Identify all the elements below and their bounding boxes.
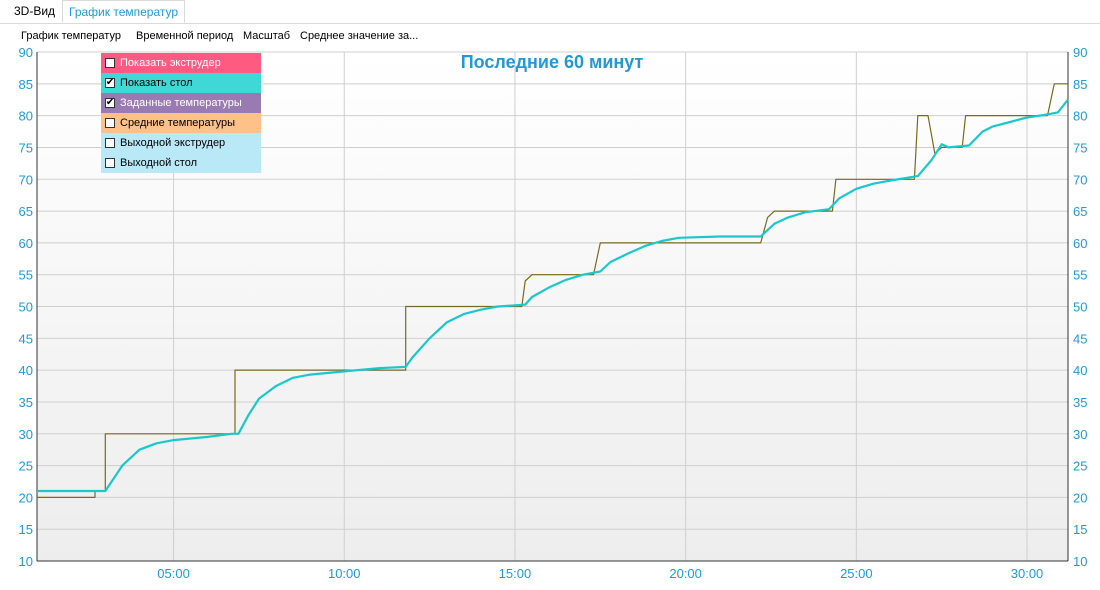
legend-label: Показать экструдер bbox=[120, 57, 221, 69]
checkbox-show-bed[interactable]: ✔ bbox=[105, 77, 115, 88]
y-tick-label-right: 60 bbox=[1073, 236, 1087, 251]
y-tick-label-left: 85 bbox=[19, 77, 33, 92]
y-tick-label-right: 65 bbox=[1073, 204, 1087, 219]
tab-3d-view[interactable]: 3D-Вид bbox=[14, 4, 56, 18]
y-tick-label-left: 90 bbox=[19, 46, 33, 60]
checkbox-output-bed[interactable] bbox=[105, 158, 115, 168]
y-tick-label-right: 35 bbox=[1073, 395, 1087, 410]
checkbox-show-extruder[interactable] bbox=[105, 58, 115, 68]
y-tick-label-right: 85 bbox=[1073, 77, 1087, 92]
y-tick-label-left: 10 bbox=[19, 554, 33, 569]
legend-label: Выходной экструдер bbox=[120, 137, 226, 149]
y-tick-label-left: 40 bbox=[19, 363, 33, 378]
y-tick-label-right: 30 bbox=[1073, 427, 1087, 442]
y-tick-label-right: 25 bbox=[1073, 459, 1087, 474]
y-tick-label-right: 50 bbox=[1073, 300, 1087, 315]
legend-item-show-extruder[interactable]: Показать экструдер bbox=[101, 53, 261, 73]
y-tick-label-left: 80 bbox=[19, 109, 33, 124]
y-tick-label-left: 20 bbox=[19, 490, 33, 505]
y-tick-label-right: 70 bbox=[1073, 172, 1087, 187]
y-tick-label-left: 50 bbox=[19, 300, 33, 315]
legend-item-average-temperatures[interactable]: Средние температуры bbox=[101, 113, 261, 133]
y-tick-label-left: 15 bbox=[19, 522, 33, 537]
y-tick-label-left: 35 bbox=[19, 395, 33, 410]
menu-bar: График температур Временной период Масшт… bbox=[0, 24, 1100, 48]
y-tick-label-left: 55 bbox=[19, 268, 33, 283]
legend-item-output-extruder[interactable]: Выходной экструдер bbox=[101, 133, 261, 153]
y-tick-label-left: 60 bbox=[19, 236, 33, 251]
chart-title: Последние 60 минут bbox=[461, 52, 644, 72]
checkbox-average-temperatures[interactable] bbox=[105, 118, 115, 128]
y-tick-label-left: 25 bbox=[19, 459, 33, 474]
x-tick-label: 15:00 bbox=[499, 566, 532, 581]
legend-item-target-temperatures[interactable]: ✔ Заданные температуры bbox=[101, 93, 261, 113]
legend: Показать экструдер ✔ Показать стол ✔ Зад… bbox=[101, 53, 261, 173]
y-tick-label-right: 15 bbox=[1073, 522, 1087, 537]
checkbox-target-temperatures[interactable]: ✔ bbox=[105, 97, 115, 108]
tab-temperature-graph[interactable]: График температур bbox=[62, 0, 186, 23]
y-tick-label-right: 10 bbox=[1073, 554, 1087, 569]
y-tick-label-left: 30 bbox=[19, 427, 33, 442]
y-tick-label-right: 45 bbox=[1073, 331, 1087, 346]
y-tick-label-right: 40 bbox=[1073, 363, 1087, 378]
tab-bar: 3D-Вид График температур bbox=[0, 0, 1100, 24]
legend-label: Средние температуры bbox=[120, 117, 235, 129]
y-tick-label-right: 75 bbox=[1073, 140, 1087, 155]
legend-item-output-bed[interactable]: Выходной стол bbox=[101, 153, 261, 173]
legend-label: Заданные температуры bbox=[120, 97, 242, 109]
y-tick-label-left: 75 bbox=[19, 140, 33, 155]
legend-item-show-bed[interactable]: ✔ Показать стол bbox=[101, 73, 261, 93]
menu-scale[interactable]: Масштаб bbox=[243, 30, 291, 42]
menu-average-value[interactable]: Среднее значение за... bbox=[300, 30, 419, 42]
y-tick-label-left: 45 bbox=[19, 331, 33, 346]
x-tick-label: 30:00 bbox=[1011, 566, 1044, 581]
bed-temperature-line bbox=[37, 99, 1069, 493]
menu-time-period[interactable]: Временной период bbox=[136, 30, 234, 42]
x-tick-label: 10:00 bbox=[328, 566, 361, 581]
y-tick-label-right: 55 bbox=[1073, 268, 1087, 283]
y-tick-label-right: 20 bbox=[1073, 490, 1087, 505]
x-tick-label: 20:00 bbox=[669, 566, 702, 581]
menu-temperature-graph[interactable]: График температур bbox=[21, 30, 121, 42]
y-tick-label-left: 65 bbox=[19, 204, 33, 219]
checkbox-output-extruder[interactable] bbox=[105, 138, 115, 148]
x-tick-label: 05:00 bbox=[157, 566, 190, 581]
legend-label: Выходной стол bbox=[120, 157, 198, 169]
x-tick-label: 25:00 bbox=[840, 566, 873, 581]
y-tick-label-right: 90 bbox=[1073, 46, 1087, 60]
y-tick-label-right: 80 bbox=[1073, 109, 1087, 124]
y-tick-label-left: 70 bbox=[19, 172, 33, 187]
legend-label: Показать стол bbox=[120, 77, 193, 89]
